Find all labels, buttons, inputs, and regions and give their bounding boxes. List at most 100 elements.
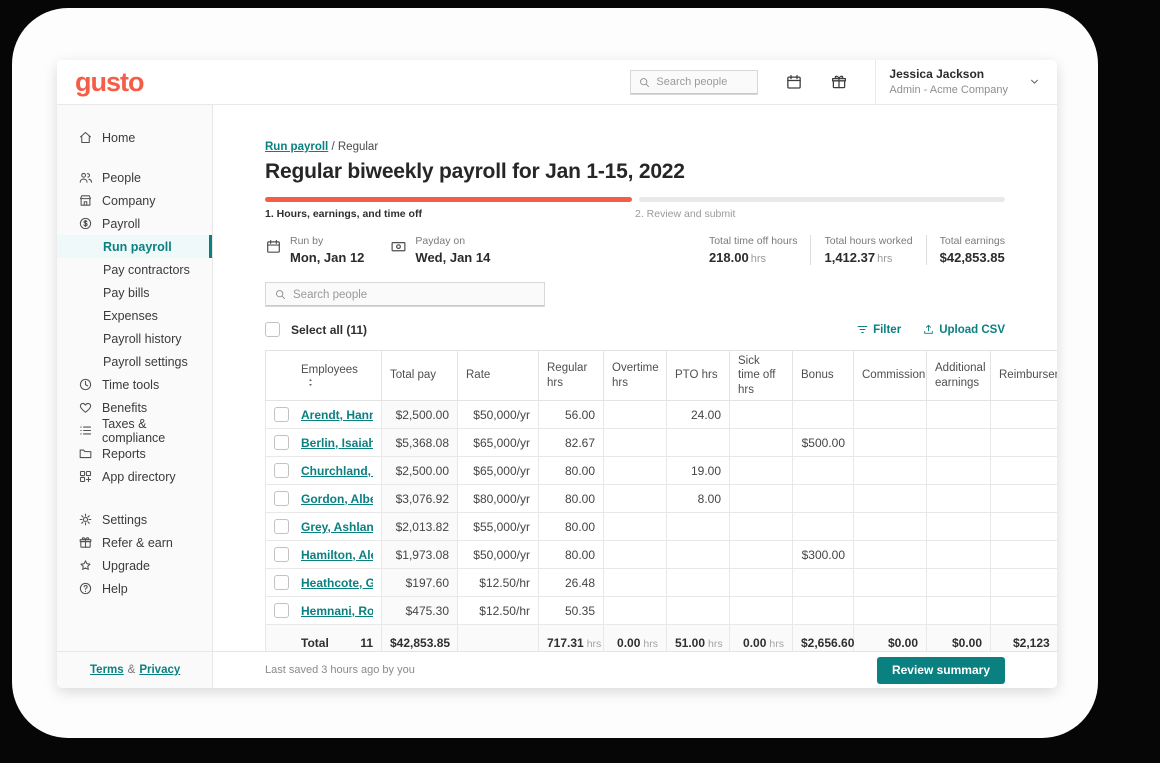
employee-link[interactable]: Hemnani, Romil bbox=[301, 603, 373, 618]
pto-hrs-cell[interactable] bbox=[666, 512, 730, 542]
sort-icon[interactable] bbox=[305, 377, 316, 388]
people-search[interactable] bbox=[265, 282, 545, 307]
sidebar-item-payroll-settings[interactable]: Payroll settings bbox=[103, 354, 188, 369]
sick-hrs-cell[interactable] bbox=[729, 512, 793, 542]
row-checkbox[interactable] bbox=[274, 407, 289, 423]
pto-hrs-cell[interactable]: 19.00 bbox=[666, 456, 730, 486]
reimbursement-cell[interactable] bbox=[990, 428, 1057, 458]
commission-cell[interactable] bbox=[853, 512, 927, 542]
sidebar-item-app-directory[interactable]: App directory bbox=[57, 465, 212, 488]
regular-hrs-cell[interactable]: 26.48 bbox=[538, 568, 604, 598]
regular-hrs-cell[interactable]: 80.00 bbox=[538, 484, 604, 514]
reimbursement-cell[interactable] bbox=[990, 540, 1057, 570]
regular-hrs-cell[interactable]: 50.35 bbox=[538, 596, 604, 626]
additional-earnings-cell[interactable] bbox=[926, 512, 991, 542]
overtime-hrs-cell[interactable] bbox=[603, 568, 667, 598]
reimbursement-cell[interactable] bbox=[990, 400, 1057, 430]
commission-cell[interactable] bbox=[853, 568, 927, 598]
bonus-cell[interactable] bbox=[792, 400, 854, 430]
overtime-hrs-cell[interactable] bbox=[603, 400, 667, 430]
sidebar-item-expenses[interactable]: Expenses bbox=[103, 308, 158, 323]
sick-hrs-cell[interactable] bbox=[729, 400, 793, 430]
regular-hrs-cell[interactable]: 80.00 bbox=[538, 540, 604, 570]
bonus-cell[interactable]: $300.00 bbox=[792, 540, 854, 570]
sidebar-item-pay-bills[interactable]: Pay bills bbox=[103, 285, 150, 300]
sidebar-item-settings[interactable]: Settings bbox=[57, 508, 212, 531]
bonus-cell[interactable] bbox=[792, 456, 854, 486]
bonus-cell[interactable] bbox=[792, 484, 854, 514]
bonus-cell[interactable] bbox=[792, 596, 854, 626]
employee-link[interactable]: Gordon, Albert bbox=[301, 491, 373, 506]
review-summary-button[interactable]: Review summary bbox=[876, 656, 1005, 684]
additional-earnings-cell[interactable] bbox=[926, 456, 991, 486]
additional-earnings-cell[interactable] bbox=[926, 568, 991, 598]
row-checkbox[interactable] bbox=[274, 435, 289, 451]
employee-link[interactable]: Arendt, Hannah bbox=[301, 407, 373, 422]
reimbursement-cell[interactable] bbox=[990, 512, 1057, 542]
employee-link[interactable]: Berlin, Isaiah bbox=[301, 435, 373, 450]
regular-hrs-cell[interactable]: 56.00 bbox=[538, 400, 604, 430]
pto-hrs-cell[interactable]: 24.00 bbox=[666, 400, 730, 430]
pto-hrs-cell[interactable] bbox=[666, 428, 730, 458]
calendar-icon[interactable] bbox=[785, 73, 803, 91]
sidebar-item-refer[interactable]: Refer & earn bbox=[57, 531, 212, 554]
reimbursement-cell[interactable] bbox=[990, 484, 1057, 514]
sidebar-item-benefits[interactable]: Benefits bbox=[57, 396, 212, 419]
row-checkbox[interactable] bbox=[274, 519, 289, 535]
sidebar-item-upgrade[interactable]: Upgrade bbox=[57, 554, 212, 577]
sidebar-item-time-tools[interactable]: Time tools bbox=[57, 373, 212, 396]
sick-hrs-cell[interactable] bbox=[729, 540, 793, 570]
reimbursement-cell[interactable] bbox=[990, 596, 1057, 626]
sidebar-item-payroll[interactable]: Payroll bbox=[57, 212, 212, 235]
additional-earnings-cell[interactable] bbox=[926, 596, 991, 626]
overtime-hrs-cell[interactable] bbox=[603, 428, 667, 458]
employee-link[interactable]: Churchland, Pa... bbox=[301, 463, 373, 478]
overtime-hrs-cell[interactable] bbox=[603, 484, 667, 514]
row-checkbox[interactable] bbox=[274, 463, 289, 479]
sidebar-item-company[interactable]: Company bbox=[57, 189, 212, 212]
additional-earnings-cell[interactable] bbox=[926, 484, 991, 514]
global-search-input[interactable] bbox=[656, 76, 751, 88]
overtime-hrs-cell[interactable] bbox=[603, 456, 667, 486]
pto-hrs-cell[interactable] bbox=[666, 540, 730, 570]
commission-cell[interactable] bbox=[853, 428, 927, 458]
gusto-logo[interactable]: gusto bbox=[75, 66, 144, 97]
additional-earnings-cell[interactable] bbox=[926, 540, 991, 570]
sidebar-item-taxes[interactable]: Taxes & compliance bbox=[57, 417, 212, 445]
row-checkbox[interactable] bbox=[274, 603, 289, 619]
reimbursement-cell[interactable] bbox=[990, 568, 1057, 598]
gift-icon[interactable] bbox=[830, 73, 848, 91]
employee-link[interactable]: Hamilton, Alex... bbox=[301, 547, 373, 562]
sidebar-item-reports[interactable]: Reports bbox=[57, 442, 212, 465]
pto-hrs-cell[interactable] bbox=[666, 596, 730, 626]
sick-hrs-cell[interactable] bbox=[729, 568, 793, 598]
sidebar-item-help[interactable]: Help bbox=[57, 577, 212, 600]
bonus-cell[interactable] bbox=[792, 512, 854, 542]
overtime-hrs-cell[interactable] bbox=[603, 540, 667, 570]
sidebar-item-payroll-history[interactable]: Payroll history bbox=[103, 331, 182, 346]
commission-cell[interactable] bbox=[853, 456, 927, 486]
sidebar-item-run-payroll[interactable]: Run payroll bbox=[57, 235, 212, 258]
commission-cell[interactable] bbox=[853, 596, 927, 626]
chevron-down-icon[interactable] bbox=[1028, 75, 1041, 88]
overtime-hrs-cell[interactable] bbox=[603, 596, 667, 626]
additional-earnings-cell[interactable] bbox=[926, 400, 991, 430]
reimbursement-cell[interactable] bbox=[990, 456, 1057, 486]
commission-cell[interactable] bbox=[853, 540, 927, 570]
sidebar-item-people[interactable]: People bbox=[57, 166, 212, 189]
row-checkbox[interactable] bbox=[274, 491, 289, 507]
employee-link[interactable]: Heathcote, Gio... bbox=[301, 575, 373, 590]
sidebar-item-pay-contractors[interactable]: Pay contractors bbox=[103, 262, 190, 277]
pto-hrs-cell[interactable]: 8.00 bbox=[666, 484, 730, 514]
row-checkbox[interactable] bbox=[274, 547, 289, 563]
overtime-hrs-cell[interactable] bbox=[603, 512, 667, 542]
regular-hrs-cell[interactable]: 82.67 bbox=[538, 428, 604, 458]
additional-earnings-cell[interactable] bbox=[926, 428, 991, 458]
people-search-input[interactable] bbox=[293, 288, 536, 301]
terms-link[interactable]: Terms bbox=[90, 664, 124, 676]
pto-hrs-cell[interactable] bbox=[666, 568, 730, 598]
select-all-checkbox[interactable] bbox=[265, 322, 280, 337]
sidebar-item-home[interactable]: Home bbox=[57, 126, 212, 149]
global-search[interactable] bbox=[630, 69, 759, 95]
commission-cell[interactable] bbox=[853, 484, 927, 514]
